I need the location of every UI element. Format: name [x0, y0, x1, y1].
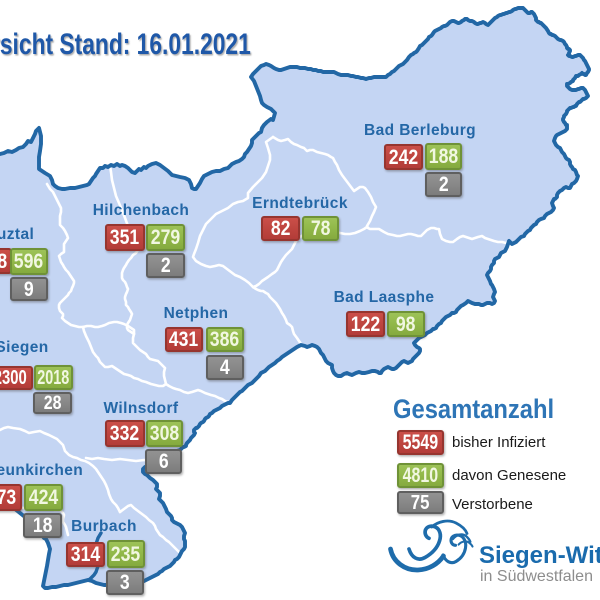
svg-text:Siegen-Witt: Siegen-Witt — [479, 542, 600, 569]
svg-text:in Südwestfalen: in Südwestfalen — [480, 568, 593, 585]
